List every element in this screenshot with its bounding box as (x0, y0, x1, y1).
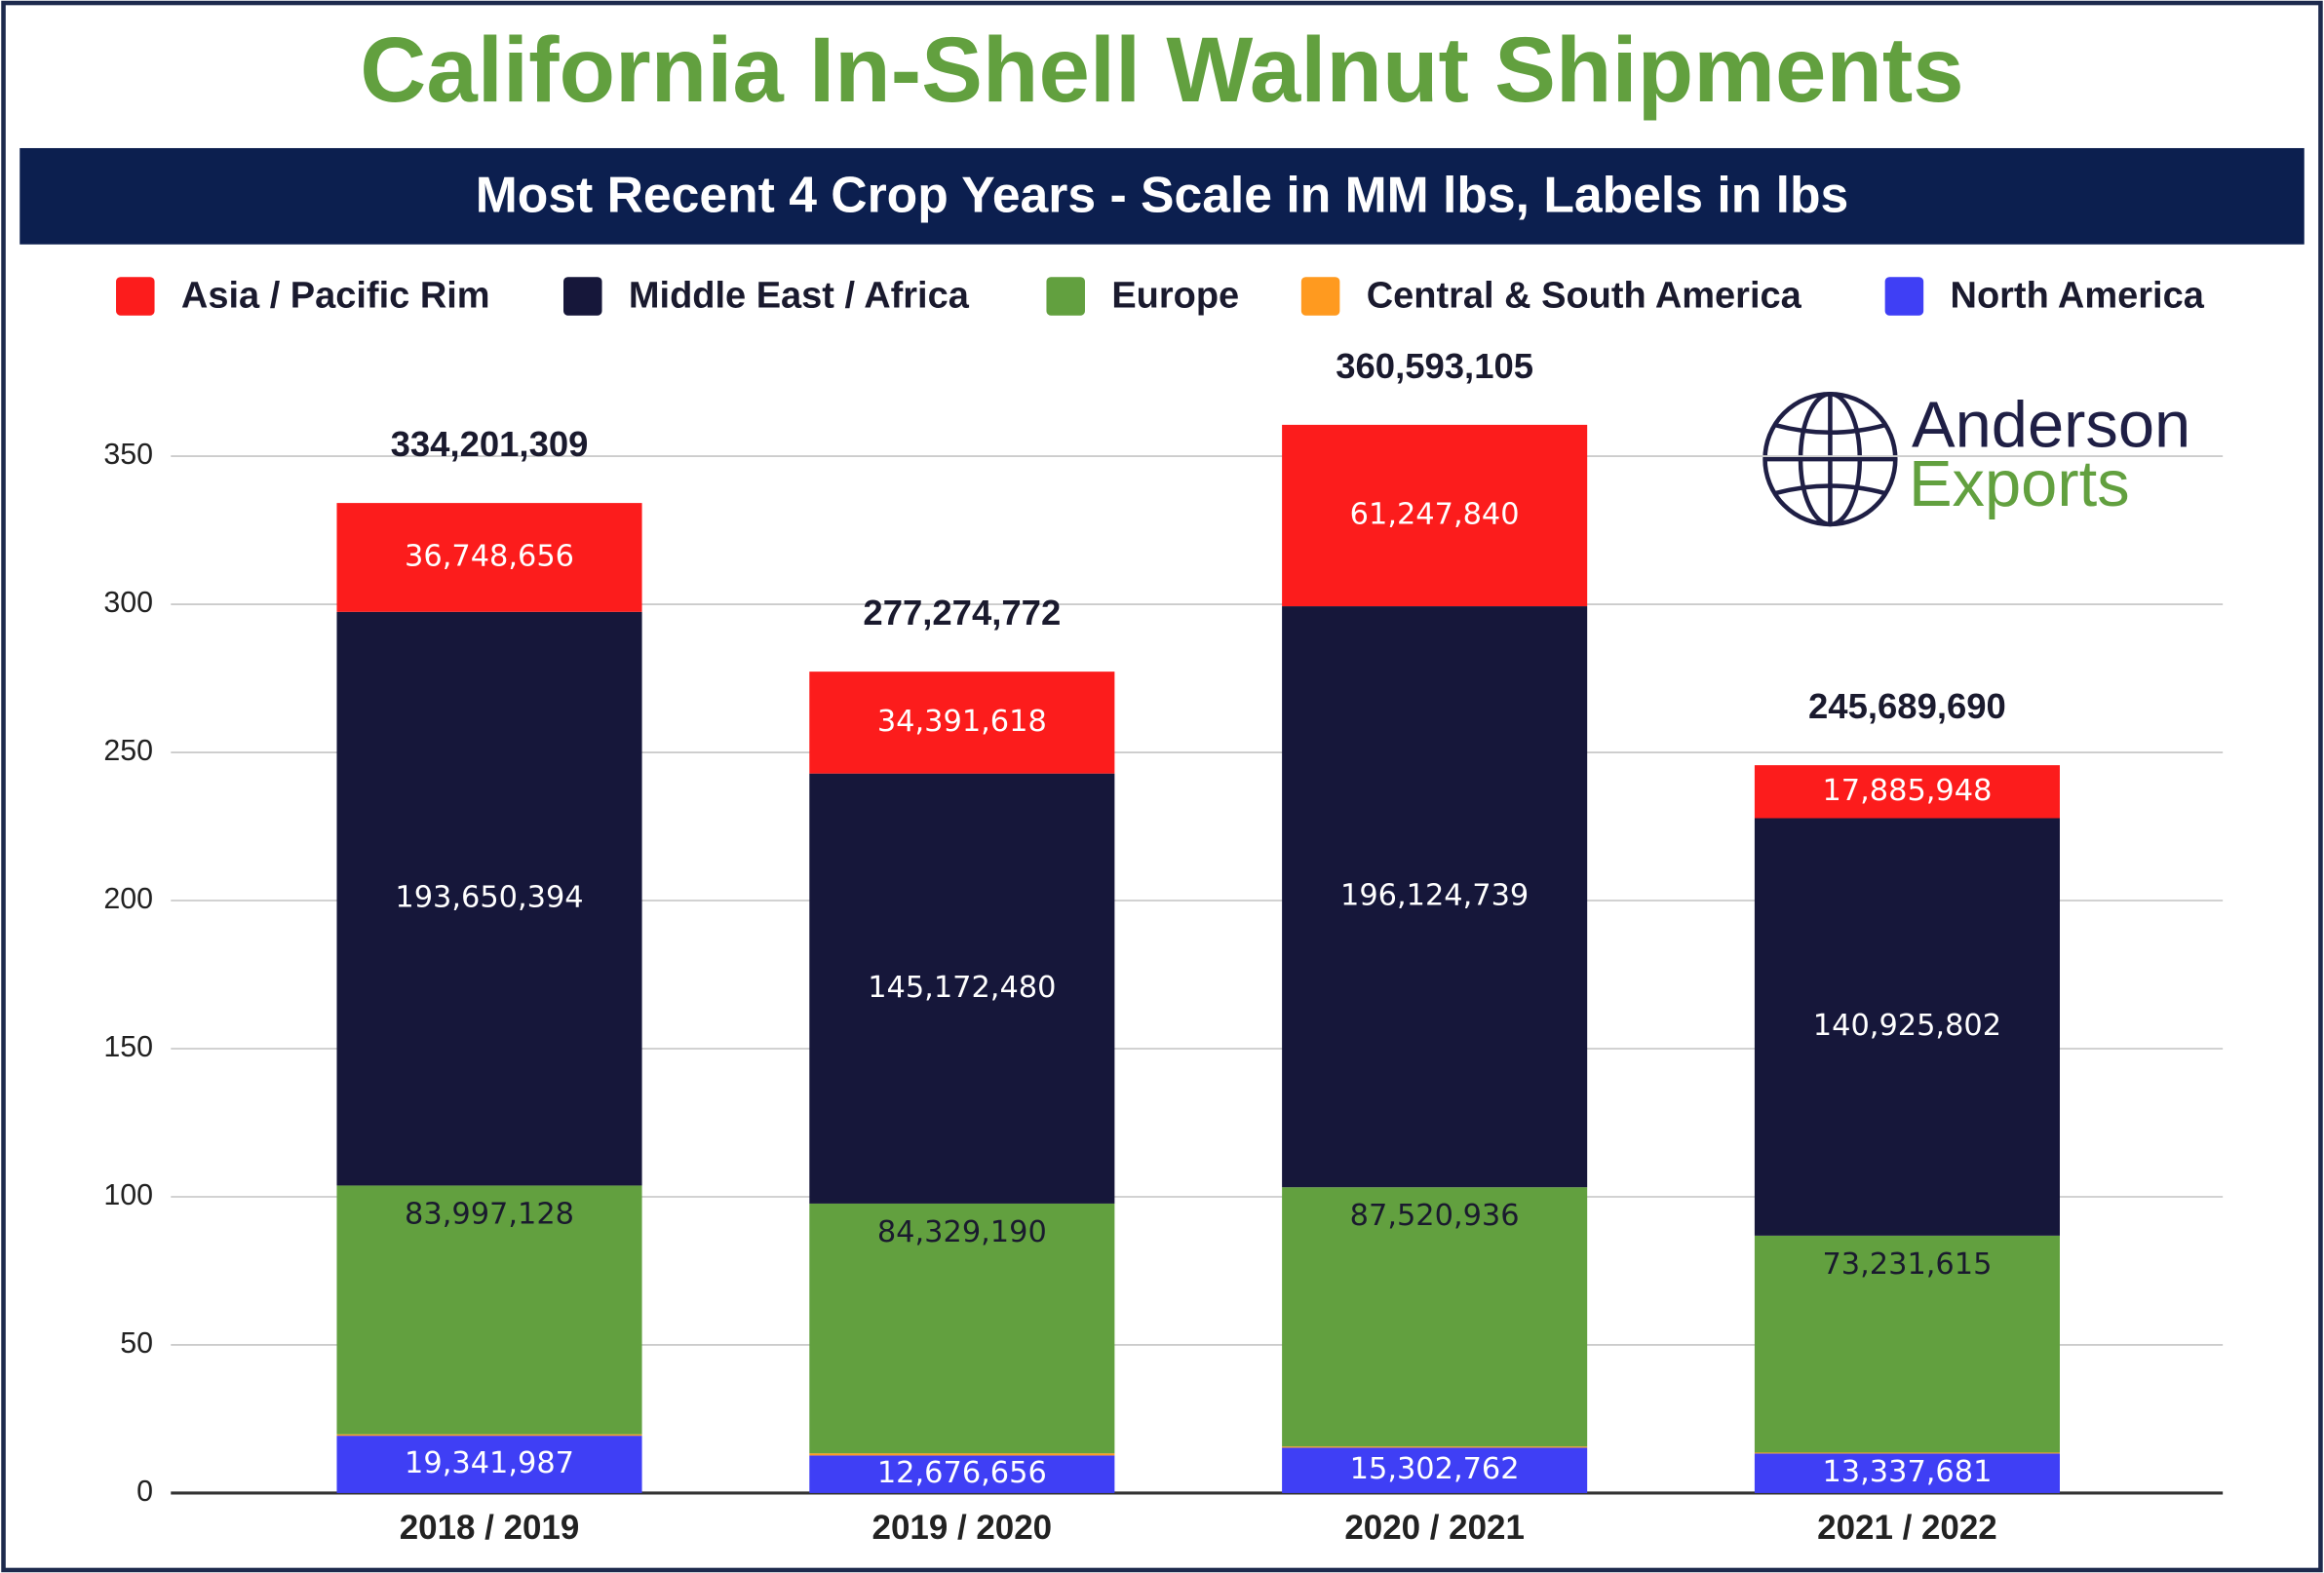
y-tick-label: 0 (136, 1475, 153, 1508)
legend-label: Asia / Pacific Rim (181, 276, 490, 317)
bar-segment (809, 1455, 1115, 1493)
y-tick-label: 300 (103, 586, 153, 619)
chart-title: California In-Shell Walnut Shipments (360, 19, 1963, 121)
subtitle-banner (19, 147, 2305, 245)
logo-text: Anderson (1912, 388, 2190, 461)
legend-label: Middle East / Africa (629, 276, 970, 317)
bar-segment (1282, 1447, 1588, 1493)
value-label: 87,520,936 (1350, 1199, 1520, 1233)
y-tick-label: 350 (103, 438, 153, 471)
total-label: 360,593,105 (1336, 346, 1533, 386)
legend-label: North America (1951, 276, 2205, 317)
bar-segment (1754, 1453, 2060, 1493)
y-tick-label: 150 (103, 1030, 153, 1063)
value-label: 17,885,948 (1822, 774, 1992, 808)
bar-segment (336, 1436, 642, 1493)
bar-segment (336, 503, 642, 612)
legend-swatch (1300, 277, 1340, 316)
legend-swatch (116, 277, 155, 316)
value-label: 193,650,394 (395, 881, 583, 915)
value-label: 140,925,802 (1813, 1009, 2001, 1043)
value-label: 13,337,681 (1822, 1455, 1992, 1489)
bar-segment (1282, 1187, 1588, 1447)
bar-segment (1282, 606, 1588, 1188)
logo-text: Exports (1909, 447, 2130, 520)
x-tick-label: 2018 / 2019 (400, 1509, 580, 1547)
value-label: 61,247,840 (1350, 497, 1520, 531)
bar-segment (336, 611, 642, 1186)
value-label: 84,329,190 (877, 1215, 1047, 1249)
legend-label: Central & South America (1367, 276, 1802, 317)
bar-segment (1754, 1452, 2060, 1454)
x-tick-label: 2020 / 2021 (1344, 1509, 1525, 1547)
legend-swatch (1046, 277, 1085, 316)
bar-segment (809, 1453, 1115, 1456)
chart-subtitle: Most Recent 4 Crop Years - Scale in MM l… (476, 166, 1849, 222)
bar-segment (1754, 818, 2060, 1236)
x-tick-label: 2019 / 2020 (872, 1509, 1053, 1547)
y-tick-label: 50 (120, 1326, 153, 1360)
bar-segment (1282, 1446, 1588, 1448)
value-label: 73,231,615 (1822, 1247, 1992, 1282)
bar-segment (336, 1434, 642, 1437)
legend-label: Europe (1111, 276, 1239, 317)
value-label: 196,124,739 (1340, 879, 1529, 913)
logo (1762, 391, 1898, 527)
total-label: 245,689,690 (1808, 686, 2006, 726)
bar-segment (809, 1203, 1115, 1454)
bar-segment (336, 1185, 642, 1435)
bar-segment (1754, 1235, 2060, 1453)
y-tick-label: 100 (103, 1178, 153, 1211)
legend-swatch (563, 277, 602, 316)
bar-segment (809, 773, 1115, 1204)
total-label: 277,274,772 (863, 593, 1061, 633)
bar-segment (809, 671, 1115, 774)
bar-segment (1754, 765, 2060, 819)
total-label: 334,201,309 (391, 424, 589, 464)
value-label: 145,172,480 (868, 971, 1056, 1005)
value-label: 12,676,656 (877, 1456, 1047, 1490)
bar-segment (1282, 424, 1588, 607)
value-label: 19,341,987 (405, 1446, 574, 1480)
legend-swatch (1884, 277, 1924, 316)
y-tick-label: 250 (103, 734, 153, 767)
value-label: 15,302,762 (1350, 1452, 1520, 1486)
value-label: 83,997,128 (405, 1197, 574, 1231)
value-label: 34,391,618 (877, 705, 1047, 739)
x-tick-label: 2021 / 2022 (1817, 1509, 1997, 1547)
value-label: 36,748,656 (405, 539, 574, 573)
y-tick-label: 200 (103, 882, 153, 915)
